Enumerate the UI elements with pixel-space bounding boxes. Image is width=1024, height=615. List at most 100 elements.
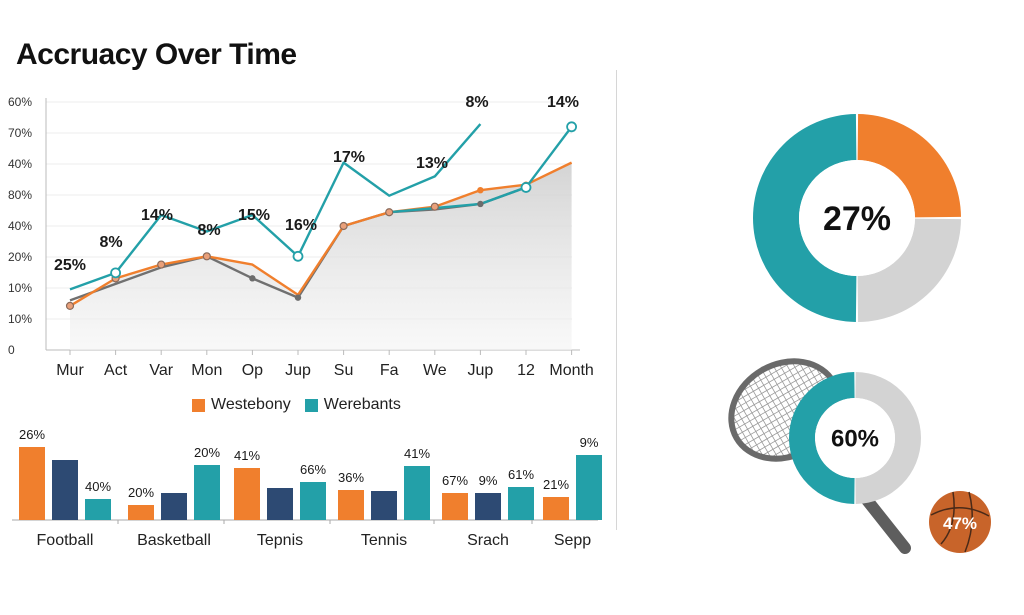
bar-basketball — [194, 465, 220, 520]
y-tick-label: 10% — [8, 312, 32, 326]
legend-item-westebony: Westebony — [192, 396, 291, 414]
bar-value-label: 40% — [85, 479, 111, 494]
line-westebony — [69, 161, 573, 307]
chart-title: Accruacy Over Time — [16, 38, 297, 71]
line-chart: 0 10% 10% 20% 40% 80% 40% 70% 60% Mur Act Var Mon Op J… — [8, 94, 594, 379]
donut-center-label: 27% — [823, 200, 891, 238]
y-tick-label: 70% — [8, 126, 32, 140]
data-point — [430, 202, 439, 211]
panel-divider — [616, 70, 617, 530]
bar-srach — [508, 487, 534, 520]
bar-value-label: 9% — [580, 435, 599, 450]
point-value-label: 16% — [285, 217, 317, 234]
y-tick-label: 40% — [8, 219, 32, 233]
bar-sepp — [576, 455, 602, 520]
bar-value-label: 36% — [338, 470, 364, 485]
bar-value-label: 9% — [479, 473, 498, 488]
x-tick-label: Jup — [285, 362, 311, 379]
x-tick-label: Var — [149, 362, 173, 379]
bar-value-label: 41% — [404, 446, 430, 461]
data-point — [65, 301, 75, 311]
bar-value-label: 67% — [442, 473, 468, 488]
bar-category-label: Basketball — [137, 532, 211, 549]
data-point — [294, 294, 302, 301]
bar-value-label: 61% — [508, 467, 534, 482]
data-point — [202, 252, 211, 261]
bar-football — [52, 460, 78, 520]
point-value-label: 14% — [547, 94, 579, 111]
x-tick-label: Act — [104, 362, 128, 379]
x-tick-label: Fa — [380, 362, 399, 379]
y-tick-label: 20% — [8, 250, 32, 264]
bar-tepnis — [267, 488, 293, 520]
point-value-label: 8% — [465, 94, 488, 111]
x-tick-label: Jup — [468, 362, 494, 379]
bar-football — [19, 447, 45, 520]
legend-item-werebants: Werebants — [304, 396, 401, 414]
data-point-hollow — [110, 267, 121, 279]
y-tick-label: 0 — [8, 343, 15, 357]
bar-chart: 26% 40% Football 20% 20% Basketball 41% 66% Tepn… — [12, 427, 602, 549]
data-point — [385, 208, 394, 217]
bar-value-label: 21% — [543, 477, 569, 492]
data-point — [157, 260, 166, 269]
bar-tennis — [371, 491, 397, 520]
legend-label: Westebony — [211, 396, 291, 413]
point-value-label: 14% — [141, 207, 173, 224]
bar-sepp — [543, 497, 569, 520]
racket-donut-graphic: 60% 47% — [725, 342, 991, 554]
point-value-label: 15% — [238, 207, 270, 224]
donut-slice — [857, 114, 961, 218]
donut-slice — [857, 218, 961, 322]
point-value-label: 25% — [54, 257, 86, 274]
bar-value-label: 26% — [19, 427, 45, 442]
line-werebants — [69, 123, 482, 291]
data-point — [477, 200, 484, 208]
data-point — [339, 221, 348, 231]
donut-slice — [752, 114, 857, 322]
y-tick-label: 80% — [8, 188, 32, 202]
bar-tennis — [404, 466, 430, 520]
bar-tepnis — [300, 482, 326, 520]
racket-handle-icon — [857, 489, 911, 554]
bar-category-label: Sepp — [554, 532, 591, 549]
point-value-label: 17% — [333, 149, 365, 166]
basketball-percent-label: 47% — [943, 514, 977, 533]
y-tick-label: 40% — [8, 157, 32, 171]
x-tick-label: Mur — [56, 362, 84, 379]
bar-football — [85, 499, 111, 520]
x-tick-label: We — [423, 362, 447, 379]
bar-category-label: Tennis — [361, 532, 407, 549]
x-tick-label: Mon — [191, 362, 222, 379]
point-value-label: 13% — [416, 155, 448, 172]
x-tick-label: Su — [334, 362, 354, 379]
bar-tennis — [338, 490, 364, 520]
legend: Westebony Werebants — [192, 396, 401, 414]
bar-srach — [475, 493, 501, 520]
y-tick-label: 60% — [8, 95, 32, 109]
data-point-hollow — [292, 250, 304, 262]
donut-chart-main: 27% — [752, 114, 961, 322]
area-fill — [70, 162, 572, 350]
donut-slice — [789, 372, 855, 504]
bar-tepnis — [234, 468, 260, 520]
bar-basketball — [161, 493, 187, 520]
point-value-label: 8% — [197, 222, 220, 239]
bar-category-label: Tepnis — [257, 532, 303, 549]
donut-slice — [855, 372, 921, 504]
x-tick-label: 12 — [517, 362, 535, 379]
bar-value-label: 20% — [194, 445, 220, 460]
legend-swatch-orange — [192, 398, 205, 412]
bar-value-label: 20% — [128, 485, 154, 500]
legend-label: Werebants — [323, 396, 401, 413]
bar-category-label: Football — [37, 532, 94, 549]
bar-category-label: Srach — [467, 532, 509, 549]
bar-value-label: 41% — [234, 448, 260, 463]
y-tick-label: 10% — [8, 281, 32, 295]
point-value-label: 8% — [99, 234, 122, 251]
donut-center-label: 60% — [831, 425, 879, 452]
x-tick-label: Op — [242, 362, 263, 379]
basketball-icon: 47% — [929, 491, 991, 553]
bar-srach — [442, 493, 468, 520]
data-point — [249, 275, 256, 282]
